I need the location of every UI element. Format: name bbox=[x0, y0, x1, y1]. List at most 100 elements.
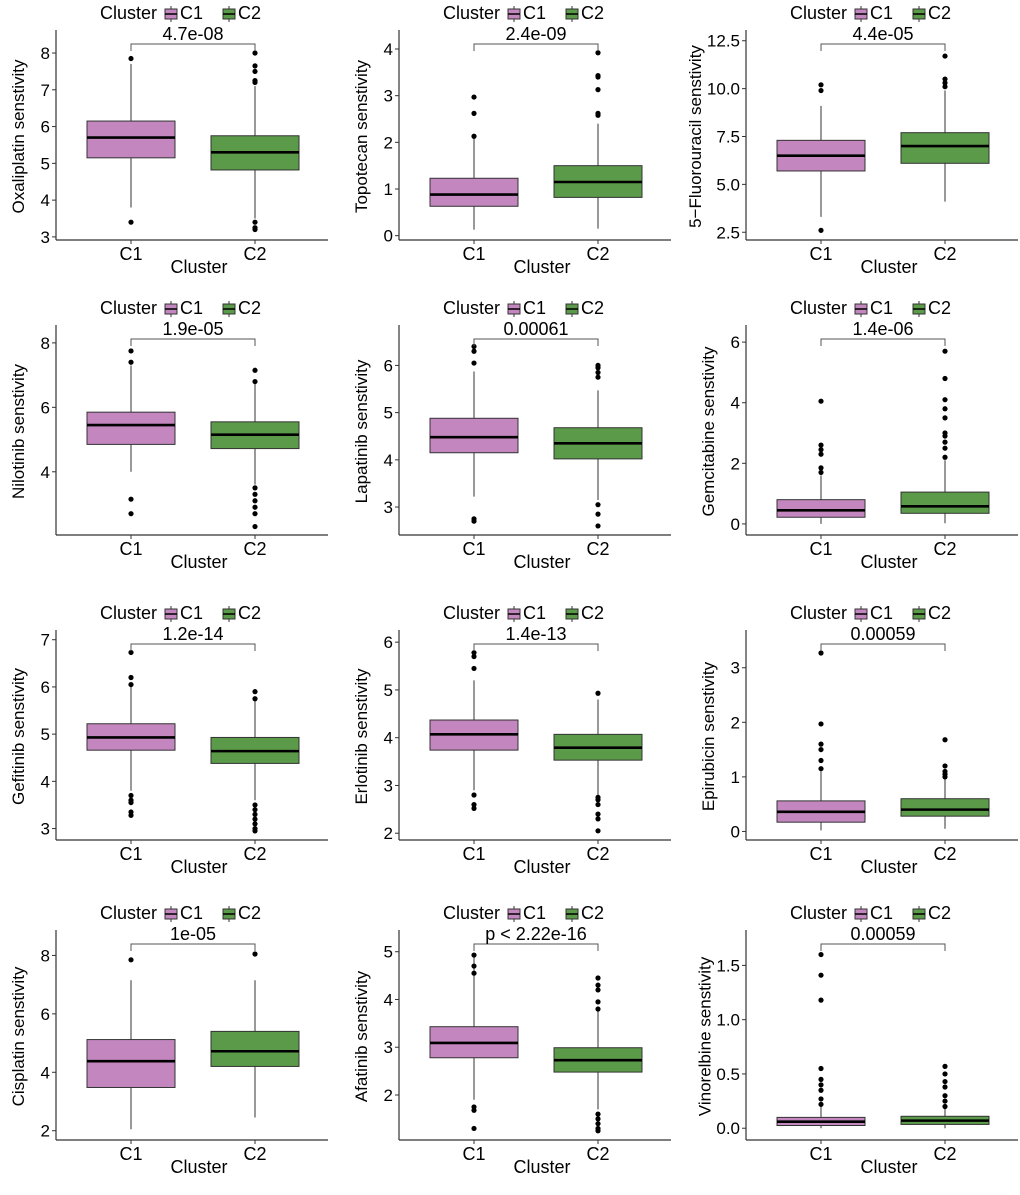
outlier-point bbox=[128, 511, 134, 517]
y-tick-label: 7.5 bbox=[716, 128, 740, 147]
outlier-point bbox=[252, 951, 258, 957]
outlier-point bbox=[818, 1076, 824, 1082]
outlier-point bbox=[818, 1087, 824, 1093]
outlier-point bbox=[252, 50, 258, 56]
y-tick-label: 4 bbox=[41, 772, 50, 791]
legend-label: C1 bbox=[523, 3, 546, 23]
x-tick-label: C1 bbox=[462, 1144, 485, 1164]
x-tick-label: C1 bbox=[462, 539, 485, 559]
p-value-label: 1.4e-13 bbox=[505, 624, 566, 644]
significance-bracket bbox=[130, 338, 256, 346]
y-tick-label: 5 bbox=[41, 154, 50, 173]
x-tick-label: C2 bbox=[243, 244, 266, 264]
box-c2 bbox=[210, 951, 300, 1118]
outlier-point bbox=[595, 1121, 601, 1127]
y-tick-label: 4 bbox=[731, 394, 740, 413]
legend-label: C1 bbox=[870, 298, 893, 318]
outlier-point bbox=[818, 746, 824, 753]
legend-label: C1 bbox=[180, 603, 203, 623]
outlier-point bbox=[595, 87, 601, 93]
outlier-point bbox=[471, 133, 477, 139]
box-c1 bbox=[86, 649, 176, 818]
x-tick-label: C1 bbox=[809, 844, 832, 864]
outlier-point bbox=[595, 975, 601, 981]
outlier-point bbox=[942, 1071, 948, 1077]
p-value-label: 1.9e-05 bbox=[162, 319, 223, 339]
outlier-point bbox=[471, 952, 477, 958]
significance-bracket bbox=[820, 943, 946, 951]
outlier-point bbox=[818, 951, 824, 958]
box-c2 bbox=[553, 690, 643, 834]
box-c1 bbox=[429, 952, 519, 1132]
significance-bracket bbox=[820, 643, 946, 651]
legend-label: C2 bbox=[928, 3, 951, 23]
legend-title: Cluster bbox=[443, 903, 500, 923]
p-value-label: 1.2e-14 bbox=[162, 624, 223, 644]
outlier-point bbox=[471, 970, 477, 976]
outlier-point bbox=[818, 82, 824, 88]
p-value-label: 2.4e-09 bbox=[505, 24, 566, 44]
outlier-point bbox=[595, 1116, 601, 1122]
outlier-point bbox=[252, 511, 258, 517]
outlier-point bbox=[471, 653, 477, 660]
x-tick-label: C1 bbox=[119, 844, 142, 864]
box-c2 bbox=[900, 1063, 990, 1129]
x-tick-label: C2 bbox=[586, 244, 609, 264]
outlier-point bbox=[942, 763, 948, 769]
outlier-point bbox=[818, 997, 824, 1003]
x-tick-label: C1 bbox=[119, 539, 142, 559]
legend: Cluster C1 C2 bbox=[100, 3, 261, 23]
boxplot-panel: Cluster C1 C2 3 4 5 6 7 Gefitinib senstivity C1 C2… bbox=[0, 600, 343, 895]
x-axis-label: Cluster bbox=[513, 1157, 570, 1177]
outlier-point bbox=[595, 987, 601, 993]
y-tick-label: 5 bbox=[384, 681, 393, 700]
legend-label: C2 bbox=[928, 603, 951, 623]
legend-label: C1 bbox=[870, 903, 893, 923]
y-tick-label: 6 bbox=[731, 333, 740, 352]
p-value-label: p < 2.22e-16 bbox=[485, 924, 587, 944]
outlier-point bbox=[128, 799, 134, 806]
outlier-point bbox=[818, 447, 824, 453]
outlier-point bbox=[595, 374, 601, 380]
box-c2 bbox=[553, 362, 643, 529]
outlier-point bbox=[595, 362, 601, 369]
outlier-point bbox=[471, 360, 477, 366]
outlier-point bbox=[252, 378, 258, 385]
box-c1 bbox=[776, 650, 866, 831]
boxplot-panel: Cluster C1 C2 3 4 5 6 7 8 Oxaliplatin senstivity C… bbox=[0, 0, 343, 295]
box-iqr bbox=[900, 132, 990, 164]
outlier-point bbox=[942, 415, 948, 421]
box-iqr bbox=[900, 491, 990, 514]
legend: Cluster C1 C2 bbox=[443, 3, 604, 23]
legend-label: C2 bbox=[928, 298, 951, 318]
box-c1 bbox=[776, 398, 866, 524]
outlier-point bbox=[942, 53, 948, 59]
box-c2 bbox=[900, 348, 990, 524]
outlier-point bbox=[128, 348, 134, 354]
legend-title: Cluster bbox=[443, 3, 500, 23]
x-tick-label: C2 bbox=[933, 844, 956, 864]
x-axis-label: Cluster bbox=[513, 552, 570, 572]
legend: Cluster C1 C2 bbox=[790, 903, 951, 923]
box-iqr bbox=[86, 1039, 176, 1088]
outlier-point bbox=[818, 469, 824, 476]
outlier-point bbox=[818, 757, 824, 764]
boxplot-svg: Cluster C1 C2 2 3 4 5 6 Erlotinib senstivity C1 C2… bbox=[352, 603, 671, 877]
y-axis-label: Oxaliplatin senstivity bbox=[9, 59, 28, 214]
p-value-label: 0.00061 bbox=[503, 319, 568, 339]
legend: Cluster C1 C2 bbox=[790, 298, 951, 318]
boxplot-panel: Cluster C1 C2 0 1 2 3 Epirubicin senstivity C1 C2… bbox=[690, 600, 1020, 895]
outlier-point bbox=[471, 1107, 477, 1113]
y-tick-label: 0 bbox=[384, 227, 393, 246]
x-tick-label: C2 bbox=[243, 539, 266, 559]
p-value-label: 4.4e-05 bbox=[852, 24, 913, 44]
boxplot-svg: Cluster C1 C2 3 4 5 6 7 Gefitinib senstivity C1 C2… bbox=[9, 603, 328, 877]
x-tick-label: C2 bbox=[933, 539, 956, 559]
y-axis-label: 5−Fluorouracil senstivity bbox=[686, 45, 705, 228]
y-tick-label: 0 bbox=[731, 822, 740, 841]
box-c1 bbox=[86, 957, 176, 1130]
outlier-point bbox=[595, 1006, 601, 1012]
outlier-point bbox=[471, 518, 477, 524]
